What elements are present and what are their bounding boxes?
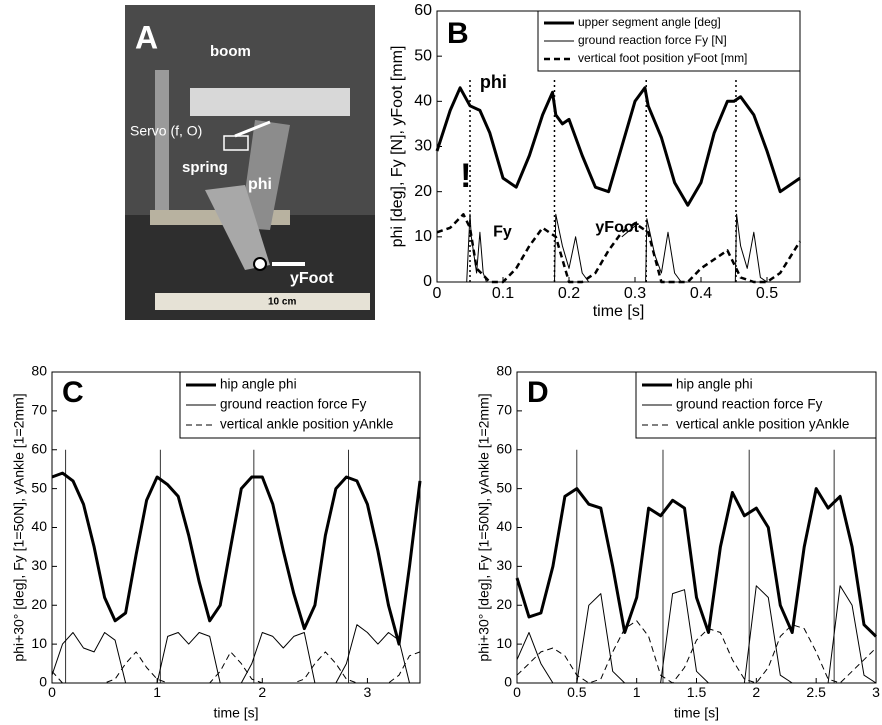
x-tick-label: 3 — [364, 684, 372, 700]
x-tick-label: 0.2 — [558, 285, 580, 302]
photo-label: Servo (f, O) — [130, 123, 202, 139]
legend-label: ground reaction force Fy — [676, 397, 823, 412]
y-tick-label: 20 — [414, 183, 432, 200]
legend-label: upper segment angle [deg] — [578, 15, 721, 29]
x-tick-label: 0.5 — [567, 684, 587, 700]
y-tick-label: 50 — [31, 479, 47, 495]
y-tick-label: 30 — [414, 138, 432, 155]
y-tick-label: 70 — [496, 402, 512, 418]
annotation: phi — [480, 72, 507, 92]
y-tick-label: 70 — [31, 402, 47, 418]
annotation-arrow — [621, 222, 639, 238]
photo-panel: A boom Servo (f, O) spring phi yFoot 10 … — [125, 5, 375, 320]
x-axis-label: time [s] — [674, 705, 719, 721]
x-tick-label: 1 — [153, 684, 161, 700]
y-tick-label: 50 — [414, 47, 432, 64]
y-tick-label: 60 — [31, 440, 47, 456]
photo-label: yFoot — [290, 270, 334, 287]
x-tick-label: 2 — [752, 684, 760, 700]
x-axis-label: time [s] — [593, 303, 645, 320]
photo-post — [155, 70, 169, 220]
y-tick-label: 60 — [496, 440, 512, 456]
x-tick-label: 0.5 — [756, 285, 778, 302]
series-line — [436, 213, 802, 284]
x-tick-label: 2.5 — [806, 684, 826, 700]
x-tick-label: 0.4 — [690, 285, 712, 302]
legend-label: hip angle phi — [676, 377, 753, 392]
y-tick-label: 0 — [423, 273, 432, 290]
photo-label: 10 cm — [268, 297, 296, 308]
x-tick-label: 0 — [513, 684, 521, 700]
x-tick-label: 0.3 — [624, 285, 646, 302]
legend-label: vertical foot position yFoot [mm] — [578, 51, 747, 65]
y-tick-label: 20 — [496, 596, 512, 612]
photo-rail — [190, 88, 350, 116]
y-tick-label: 50 — [496, 479, 512, 495]
x-tick-label: 1.5 — [687, 684, 707, 700]
y-tick-label: 40 — [496, 518, 512, 534]
legend — [179, 371, 421, 439]
photo-arrow — [234, 120, 271, 138]
photo-ruler — [155, 293, 370, 310]
photo-label: spring — [182, 159, 228, 176]
photo-label: phi — [248, 176, 272, 193]
photo-label: boom — [210, 43, 251, 60]
y-tick-label: 30 — [31, 557, 47, 573]
x-tick-label: 3 — [872, 684, 880, 700]
photo-leg — [240, 120, 290, 230]
y-tick-label: 0 — [39, 674, 47, 690]
series-line — [515, 487, 878, 638]
panel-label: B — [447, 17, 469, 50]
series-line — [516, 585, 877, 684]
x-tick-label: 2 — [258, 684, 266, 700]
legend — [635, 371, 877, 439]
y-axis-label: phi+30° [deg], Fy [1=50N], yAnkle [1=2mm… — [476, 393, 492, 661]
y-tick-label: 40 — [414, 93, 432, 110]
legend — [537, 10, 801, 72]
y-tick-label: 40 — [31, 518, 47, 534]
panel-label: D — [527, 376, 549, 409]
x-tick-label: 0 — [433, 285, 442, 302]
legend-label: vertical ankle position yAnkle — [676, 417, 849, 432]
photo-shank — [205, 185, 270, 270]
chart: 0 10 20 30 40 50 60 0 0.1 0.2 0.3 0.4 0.5 time [s] phi… — [389, 2, 802, 320]
photo-foot-marker — [253, 257, 267, 271]
series-line — [435, 86, 801, 207]
y-tick-label: 80 — [496, 363, 512, 379]
photo-servo-icon — [223, 135, 249, 151]
y-tick-label: 80 — [31, 363, 47, 379]
legend-label: hip angle phi — [220, 377, 297, 392]
annotation: Fy — [493, 224, 512, 241]
y-tick-label: 0 — [504, 674, 512, 690]
series-line — [437, 213, 800, 283]
y-tick-label: 20 — [31, 596, 47, 612]
legend-label: ground reaction force Fy [N] — [578, 33, 727, 47]
x-tick-label: 1 — [633, 684, 641, 700]
series-line — [516, 620, 877, 684]
y-tick-label: 30 — [496, 557, 512, 573]
y-axis-label: phi+30° [deg], Fy [1=50N], yAnkle [1=2mm… — [11, 393, 27, 661]
x-axis-label: time [s] — [213, 705, 258, 721]
chart: 0 10 20 30 40 50 60 70 80 0 0.5 1 1.5 2 2.5 3 time [s] ph… — [476, 363, 880, 721]
chart: 0 10 20 30 40 50 60 70 80 0 1 2 3 time [s] phi+30° [de… — [11, 363, 422, 721]
series-line — [51, 624, 420, 684]
panel-label: C — [62, 376, 84, 409]
series-line — [51, 471, 422, 646]
annotation: ! — [460, 157, 471, 195]
y-tick-label: 10 — [414, 228, 432, 245]
y-tick-label: 10 — [31, 635, 47, 651]
x-tick-label: 0.1 — [492, 285, 514, 302]
y-tick-label: 10 — [496, 635, 512, 651]
legend-label: ground reaction force Fy — [220, 397, 367, 412]
legend-label: vertical ankle position yAnkle — [220, 417, 393, 432]
panel-label: A — [135, 19, 158, 55]
x-tick-label: 0 — [48, 684, 56, 700]
y-tick-label: 60 — [414, 2, 432, 19]
y-axis-label: phi [deg], Fy [N], yFoot [mm] — [389, 46, 406, 248]
